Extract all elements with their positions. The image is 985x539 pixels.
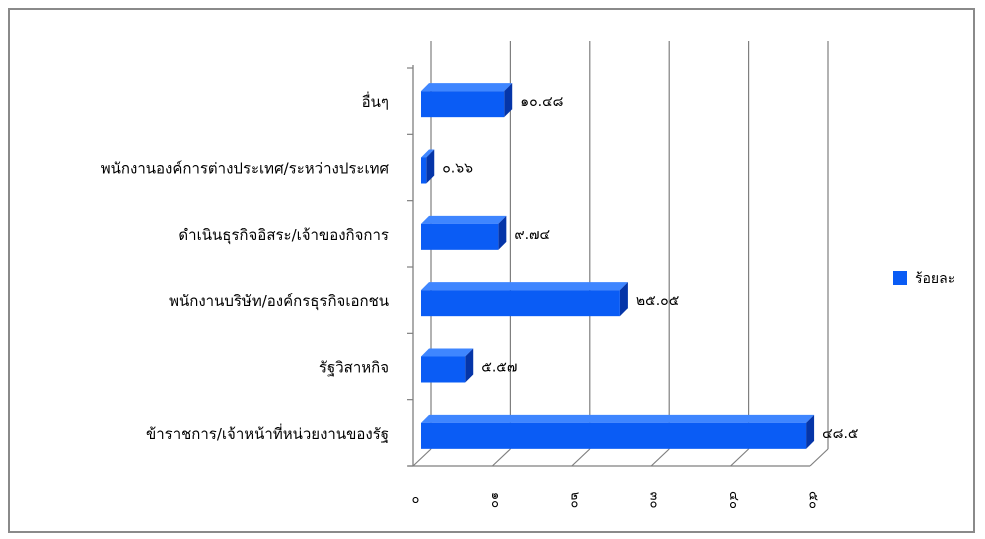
bar-front-face bbox=[421, 290, 620, 317]
bar-front-face bbox=[421, 356, 466, 383]
bar bbox=[421, 348, 474, 383]
bar bbox=[421, 83, 513, 118]
legend: ร้อยละ bbox=[893, 271, 955, 287]
bar-top-face bbox=[421, 282, 628, 291]
bar-top-face bbox=[421, 83, 513, 92]
floor-gridline bbox=[650, 448, 670, 467]
legend-label: ร้อยละ bbox=[915, 271, 955, 287]
value-label: ๑๐.๔๘ bbox=[520, 94, 563, 110]
bar-top-face bbox=[421, 348, 474, 357]
bar bbox=[421, 414, 815, 449]
category-label: อื่นๆ bbox=[362, 91, 389, 111]
bar-top-face bbox=[421, 215, 507, 224]
bar-top-face bbox=[421, 149, 435, 158]
floor-gridline bbox=[491, 448, 511, 467]
bar-side-face bbox=[619, 282, 628, 317]
bar-front-face bbox=[421, 422, 807, 449]
category-label: ดำเนินธุรกิจอิสระ/เจ้าของกิจการ bbox=[178, 226, 389, 245]
bar bbox=[421, 215, 507, 250]
floor-gridline bbox=[730, 448, 750, 467]
floor-gridline bbox=[571, 448, 591, 467]
category-label: ข้าราชการ/เจ้าหน้าที่หน่วยงานของรัฐ bbox=[146, 423, 389, 443]
x-tick-label: ๒๐ bbox=[567, 492, 582, 509]
x-axis-tick-labels: ๐ ๑๐ ๒๐ ๓๐ ๔๐ ๕๐ bbox=[409, 491, 821, 509]
bar-side-face bbox=[465, 348, 474, 383]
value-label: ๔๘.๕ bbox=[822, 426, 858, 442]
bar-side-face bbox=[806, 414, 815, 449]
bar bbox=[421, 149, 435, 184]
value-label: ๕.๕๗ bbox=[481, 360, 517, 376]
category-label: พนักงานองค์การต่างประเทศ/ระหว่างประเทศ bbox=[101, 160, 390, 178]
legend-swatch bbox=[893, 271, 907, 285]
x-tick-label: ๑๐ bbox=[488, 492, 503, 508]
value-label: ๒๕.๐๕ bbox=[636, 293, 679, 309]
bar-side-face bbox=[498, 215, 507, 250]
category-label: พนักงานบริษัท/องค์กรธุรกิจเอกชน bbox=[169, 292, 389, 311]
category-label: รัฐวิสาหกิจ bbox=[319, 359, 389, 377]
bar-front-face bbox=[421, 157, 427, 184]
bar bbox=[421, 282, 628, 317]
bar-top-face bbox=[421, 414, 815, 423]
x-tick-label: ๓๐ bbox=[647, 492, 662, 509]
category-labels: อื่นๆพนักงานองค์การต่างประเทศ/ระหว่างประ… bbox=[101, 91, 390, 443]
value-label: ๙.๗๔ bbox=[514, 227, 550, 243]
bar-front-face bbox=[421, 223, 499, 250]
floor-gridline bbox=[412, 448, 432, 467]
floor-gridline bbox=[809, 448, 829, 467]
value-label: ๐.๖๖ bbox=[442, 161, 473, 177]
bar-side-face bbox=[426, 149, 435, 184]
x-tick-label: ๐ bbox=[409, 496, 424, 504]
bars bbox=[421, 83, 815, 449]
bar-front-face bbox=[421, 91, 505, 118]
x-tick-label: ๔๐ bbox=[726, 491, 741, 509]
x-tick-label: ๕๐ bbox=[806, 491, 821, 509]
bar-side-face bbox=[504, 83, 513, 118]
